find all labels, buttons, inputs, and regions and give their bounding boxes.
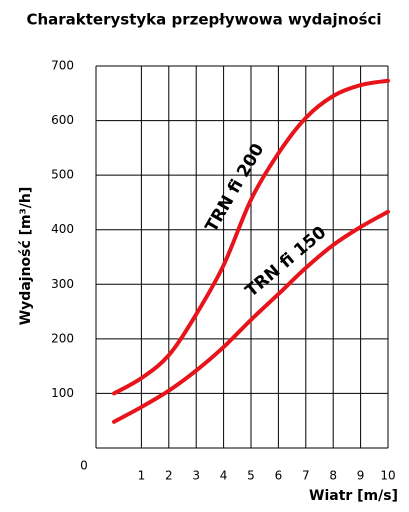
x-tick-label: 3 <box>192 469 200 483</box>
chart-title: Charakterystyka przepływowa wydajności <box>26 11 381 29</box>
x-tick-label: 6 <box>275 469 283 483</box>
y-tick-label: 600 <box>51 113 74 127</box>
x-tick-label: 9 <box>357 469 365 483</box>
y-tick-label: 400 <box>51 222 74 236</box>
x-tick-label: 1 <box>138 469 146 483</box>
y-tick-label: 500 <box>51 168 74 182</box>
line <box>112 209 390 424</box>
y-tick-label: 300 <box>51 277 74 291</box>
x-tick-label: 4 <box>220 469 228 483</box>
x-tick-label: 2 <box>165 469 173 483</box>
x-tick-label: 5 <box>247 469 255 483</box>
x-tick-label: 8 <box>329 469 337 483</box>
line <box>112 78 390 396</box>
y-tick-label: 100 <box>51 386 74 400</box>
x-axis-label: Wiatr [m/s] <box>309 488 398 504</box>
x-tick-label: 7 <box>302 469 310 483</box>
x-tick-label: 10 <box>380 469 395 483</box>
x-tick-label: 0 <box>80 459 88 473</box>
y-tick-label: 700 <box>51 59 74 73</box>
y-tick-label: 200 <box>51 331 74 345</box>
curve-label: TRN fi 150 <box>242 222 331 301</box>
y-axis-label: Wydajność [m³/h] <box>18 187 34 326</box>
